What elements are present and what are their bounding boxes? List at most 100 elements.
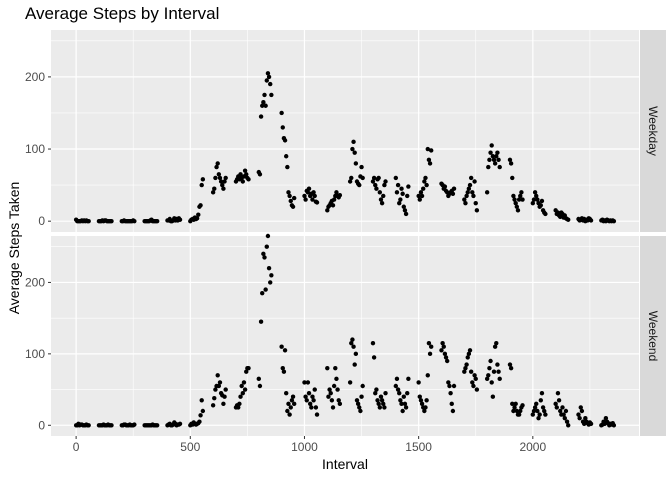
data-point: [86, 218, 91, 224]
data-point: [538, 203, 544, 208]
data-point: [212, 395, 217, 401]
data-point: [376, 175, 381, 181]
data-point: [377, 405, 383, 410]
data-point: [280, 125, 285, 130]
data-point: [312, 387, 317, 392]
data-point: [214, 164, 219, 170]
data-point: [351, 344, 356, 349]
data-point: [331, 197, 337, 202]
data-point: [416, 193, 421, 199]
data-point: [265, 71, 271, 76]
data-point: [359, 164, 364, 170]
data-point: [263, 287, 268, 292]
data-point: [424, 182, 429, 188]
data-point: [218, 179, 224, 184]
x-axis: 0 500 1000 1500 2000: [73, 436, 546, 454]
data-point: [352, 150, 357, 155]
data-point: [374, 186, 379, 191]
data-point: [530, 412, 536, 417]
data-point: [515, 208, 521, 213]
data-point: [395, 182, 401, 188]
data-point: [398, 197, 403, 202]
data-point: [487, 157, 492, 163]
data-point: [336, 398, 341, 403]
data-point: [450, 408, 456, 414]
data-point: [350, 337, 355, 342]
data-point: [310, 394, 315, 399]
data-point: [511, 193, 516, 199]
data-point: [403, 405, 409, 410]
data-point: [416, 380, 421, 385]
data-point: [406, 376, 411, 382]
data-point: [429, 148, 434, 153]
data-point: [554, 405, 559, 410]
data-point: [535, 197, 540, 202]
data-point: [177, 421, 183, 427]
data-point: [334, 190, 339, 195]
data-point: [397, 390, 402, 396]
data-point: [449, 401, 454, 407]
data-point: [466, 351, 472, 357]
data-point: [370, 340, 376, 346]
data-point: [425, 373, 430, 378]
data-point: [354, 398, 360, 403]
data-point: [538, 398, 544, 403]
data-point: [302, 380, 307, 385]
data-point: [347, 179, 353, 184]
data-point: [422, 179, 427, 184]
data-point: [381, 193, 386, 199]
data-point: [496, 369, 501, 374]
data-point: [381, 401, 386, 407]
data-point: [236, 405, 241, 410]
data-point: [484, 376, 490, 382]
data-point: [264, 244, 269, 249]
data-point: [562, 415, 567, 421]
data-point: [446, 380, 451, 385]
data-point: [325, 208, 330, 213]
data-point: [399, 401, 404, 407]
data-point: [265, 233, 271, 239]
data-point: [375, 398, 380, 403]
data-point: [468, 175, 474, 181]
data-point: [492, 161, 498, 166]
data-point: [556, 398, 562, 403]
facet-panel-weekday: 0 100 200 Weekday: [25, 30, 666, 232]
data-point: [376, 401, 381, 407]
data-point: [216, 172, 222, 177]
data-point: [309, 405, 314, 410]
data-point: [516, 412, 522, 417]
data-point: [382, 182, 387, 188]
data-point: [256, 376, 261, 382]
data-point: [268, 280, 273, 285]
x-tick-label: 1000: [291, 440, 318, 454]
data-point: [577, 415, 582, 421]
data-point: [280, 365, 285, 371]
data-point: [491, 369, 497, 374]
data-point: [199, 182, 204, 188]
data-point: [394, 376, 400, 382]
data-point: [246, 177, 251, 182]
data-point: [260, 103, 265, 108]
data-point: [353, 351, 359, 357]
data-point: [279, 110, 284, 116]
panel-background: [51, 30, 639, 232]
data-point: [305, 190, 311, 195]
data-point: [402, 208, 408, 213]
data-point: [220, 182, 225, 188]
data-point: [425, 146, 430, 152]
data-point: [487, 365, 492, 371]
y-tick-label: 100: [25, 142, 45, 156]
data-point: [427, 161, 433, 166]
data-point: [588, 218, 594, 223]
data-point: [497, 164, 502, 170]
data-point: [462, 369, 467, 374]
data-point: [531, 197, 537, 202]
data-point: [221, 401, 226, 407]
data-point: [370, 179, 376, 184]
y-tick-label: 100: [25, 347, 45, 361]
data-point: [512, 405, 517, 410]
data-point: [330, 405, 336, 410]
data-point: [337, 401, 343, 407]
data-point: [266, 265, 272, 271]
